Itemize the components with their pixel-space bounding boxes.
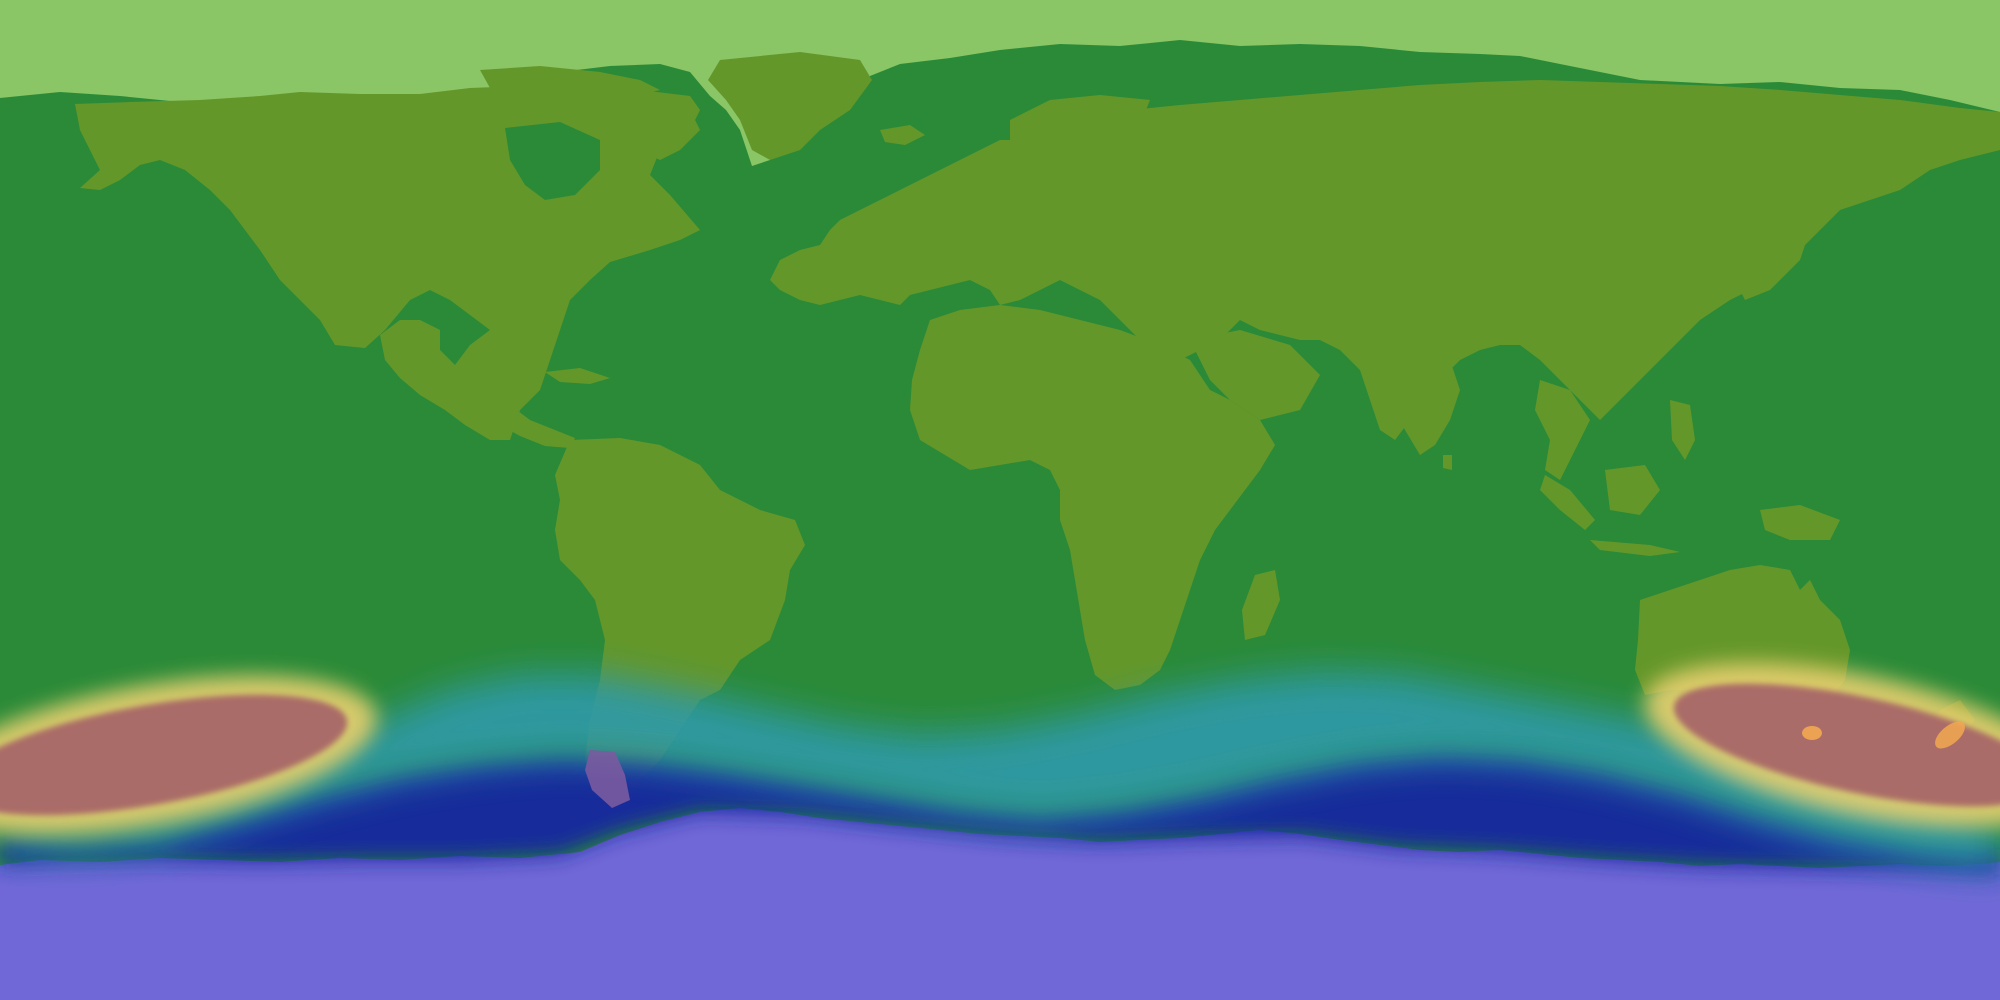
greenland	[708, 52, 872, 160]
indonesia-sumatra	[1540, 475, 1595, 530]
indonesia-borneo	[1605, 465, 1660, 515]
land-masses	[75, 52, 2000, 810]
new-guinea	[1760, 505, 1840, 540]
patagonia-tip	[585, 750, 630, 808]
arabian-peninsula	[1190, 330, 1320, 420]
hotspot-tasmania-accent	[1802, 726, 1822, 740]
antarctica	[0, 808, 2000, 1000]
hotspot-pacific-west-core	[0, 694, 348, 816]
sri-lanka	[1443, 455, 1452, 470]
caribbean-islands	[545, 368, 610, 384]
scandinavia	[1010, 95, 1150, 195]
central-america	[500, 405, 575, 448]
philippines	[1670, 400, 1695, 460]
hotspot-australia-core	[1673, 683, 2000, 807]
hudson-bay	[505, 122, 600, 200]
british-isles	[955, 175, 990, 230]
southeast-asia	[1535, 380, 1590, 480]
japan	[1740, 220, 1810, 300]
indonesia-java	[1590, 540, 1680, 556]
africa	[910, 305, 1275, 690]
hotspot-new-zealand-accent	[1935, 721, 1965, 749]
madagascar	[1242, 570, 1280, 640]
arctic-islands	[480, 66, 660, 100]
india	[1375, 345, 1460, 455]
iceland	[880, 125, 925, 145]
teal-band	[0, 672, 2000, 870]
arctic-region	[0, 0, 2000, 166]
eurasia	[770, 80, 2000, 440]
baffin-island	[620, 100, 700, 160]
